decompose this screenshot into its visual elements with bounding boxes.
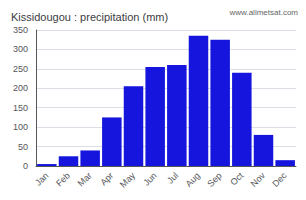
svg-text:Jun: Jun	[141, 170, 158, 187]
svg-text:100: 100	[13, 122, 28, 132]
svg-text:Mar: Mar	[76, 170, 94, 188]
svg-text:Jul: Jul	[165, 170, 180, 185]
svg-text:www.allmetsat.com: www.allmetsat.com	[229, 8, 299, 17]
svg-text:Kissidougou : precipitation (m: Kissidougou : precipitation (mm)	[11, 11, 168, 23]
svg-text:Nov: Nov	[249, 170, 268, 189]
svg-text:300: 300	[13, 44, 28, 54]
svg-text:Sep: Sep	[205, 170, 223, 188]
svg-text:Dec: Dec	[270, 170, 289, 189]
svg-text:Aug: Aug	[184, 170, 202, 188]
svg-text:Apr: Apr	[98, 170, 115, 187]
svg-text:350: 350	[13, 25, 28, 35]
svg-text:Feb: Feb	[54, 170, 72, 188]
svg-text:May: May	[118, 170, 137, 189]
svg-text:Oct: Oct	[228, 170, 245, 187]
svg-text:250: 250	[13, 64, 28, 74]
svg-text:200: 200	[13, 83, 28, 93]
svg-text:0: 0	[23, 161, 28, 171]
svg-text:50: 50	[18, 142, 28, 152]
svg-text:Jan: Jan	[33, 170, 50, 187]
svg-text:150: 150	[13, 103, 28, 113]
